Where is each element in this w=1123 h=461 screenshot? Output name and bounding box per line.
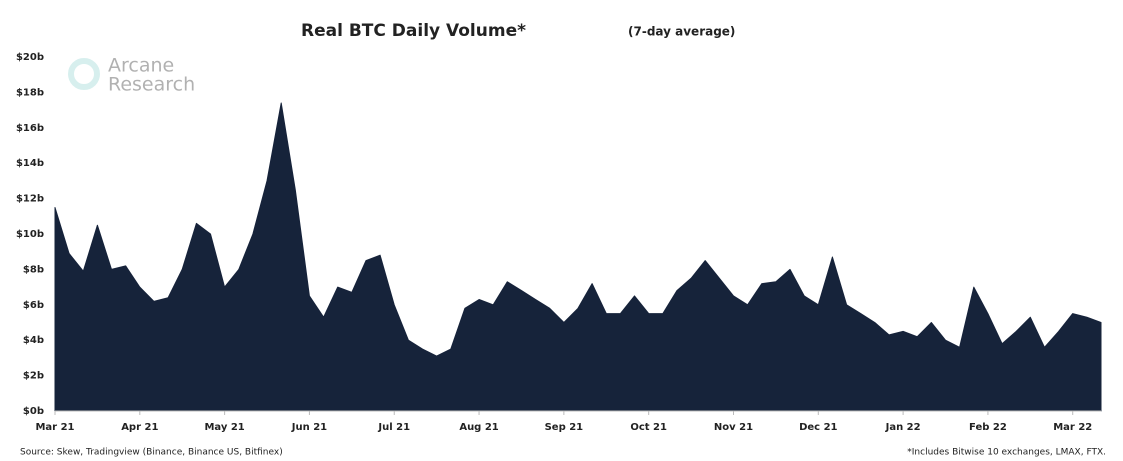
x-tick-label: Dec 21 (799, 422, 837, 433)
watermark-text: Arcane (108, 55, 174, 77)
y-tick-label: $8b (23, 264, 44, 275)
watermark-text: Research (108, 74, 195, 96)
x-tick-label: Apr 21 (121, 422, 158, 433)
footnote: *Includes Bitwise 10 exchanges, LMAX, FT… (907, 448, 1106, 458)
y-tick-label: $20b (16, 52, 44, 63)
x-tick-label: Mar 22 (1053, 422, 1092, 433)
y-tick-label: $10b (16, 229, 44, 240)
watermark: Arcane Research (68, 55, 195, 96)
y-tick-label: $12b (16, 194, 44, 205)
chart-title: Real BTC Daily Volume* (301, 21, 526, 41)
y-tick-label: $6b (23, 300, 44, 311)
area (54, 102, 1102, 412)
watermark-logo (68, 58, 100, 90)
x-tick-label: Jan 22 (885, 422, 921, 433)
x-tick-label: Jun 21 (291, 422, 327, 433)
x-tick-label: Oct 21 (630, 422, 667, 433)
x-tick-label: Nov 21 (714, 422, 753, 433)
y-tick-label: $18b (16, 87, 44, 98)
y-tick-label: $16b (16, 123, 44, 134)
chart-subtitle: (7-day average) (628, 25, 735, 39)
x-tick-label: Jul 21 (377, 422, 410, 433)
x-tick-label: Mar 21 (35, 422, 74, 433)
y-tick-label: $2b (23, 371, 44, 382)
y-tick-label: $4b (23, 335, 44, 346)
x-tick-label: May 21 (204, 422, 244, 433)
x-tick-label: Sep 21 (545, 422, 584, 433)
source-note: Source: Skew, Tradingview (Binance, Bina… (20, 448, 283, 458)
y-tick-label: $14b (16, 158, 44, 169)
y-tick-label: $0b (23, 406, 44, 417)
x-tick-label: Aug 21 (459, 422, 498, 433)
x-tick-label: Feb 22 (969, 422, 1007, 433)
